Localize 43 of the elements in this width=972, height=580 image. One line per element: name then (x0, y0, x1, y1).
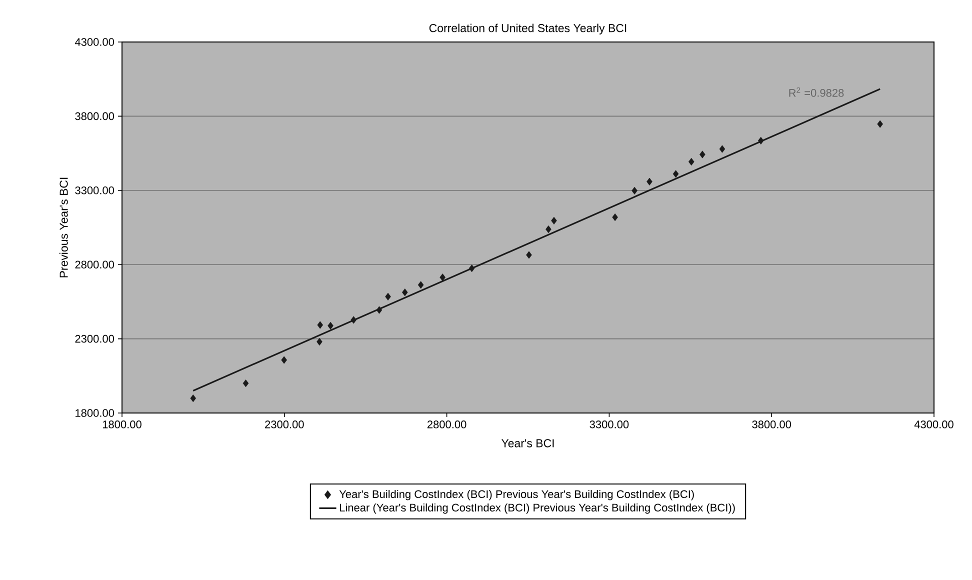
point (242, 380, 249, 388)
point (402, 288, 408, 296)
y-tick-label: 3300.00 (75, 186, 114, 194)
point (316, 338, 322, 346)
y-tick-label: 1800.00 (76, 409, 114, 417)
x-tick-label: 1800.00 (102, 420, 142, 428)
y-tick-label: 2800.00 (75, 260, 114, 268)
y-tick-label: 3800.00 (75, 112, 114, 120)
x-tick-label: 3300.00 (590, 420, 629, 428)
point (418, 281, 424, 289)
point (526, 251, 532, 259)
x-tick-label: 3800.00 (752, 420, 792, 428)
point (877, 120, 883, 128)
point (672, 170, 679, 178)
y-axis-title: Previous Year's BCI (59, 178, 68, 278)
point (758, 136, 764, 144)
point (385, 292, 391, 300)
point (281, 356, 287, 364)
legend-label: Year's Building CostIndex (BCI) Previous Year's Building CostIndex (BCI) (339, 490, 694, 500)
point (700, 150, 706, 158)
x-tick-label: 4300.00 (914, 420, 954, 428)
point (328, 322, 334, 330)
legend-label: Linear (Year's Building CostIndex (BCI) Previous Year's Building CostIndex (BCI)) (340, 503, 735, 514)
point (468, 264, 475, 272)
chart-title: Correlation of United States Yearly BCI (429, 24, 626, 34)
point (719, 145, 726, 153)
annotation: R$^{2}$ =0.9828 (789, 87, 844, 97)
point (317, 321, 324, 329)
point (376, 306, 382, 314)
x-axis-title: Year's BCI (501, 439, 554, 448)
point (350, 316, 356, 324)
point (190, 394, 196, 402)
point (688, 158, 694, 166)
point (440, 274, 446, 282)
point (612, 213, 618, 222)
point (646, 178, 652, 186)
point (632, 186, 638, 194)
x-tick-label: 2800.00 (427, 420, 466, 428)
point (551, 216, 557, 224)
y-tick-label: 2300.00 (75, 334, 114, 343)
y-tick-label: 4300.00 (74, 38, 114, 46)
x-tick-label: 2300.00 (265, 420, 304, 428)
point (546, 225, 552, 234)
